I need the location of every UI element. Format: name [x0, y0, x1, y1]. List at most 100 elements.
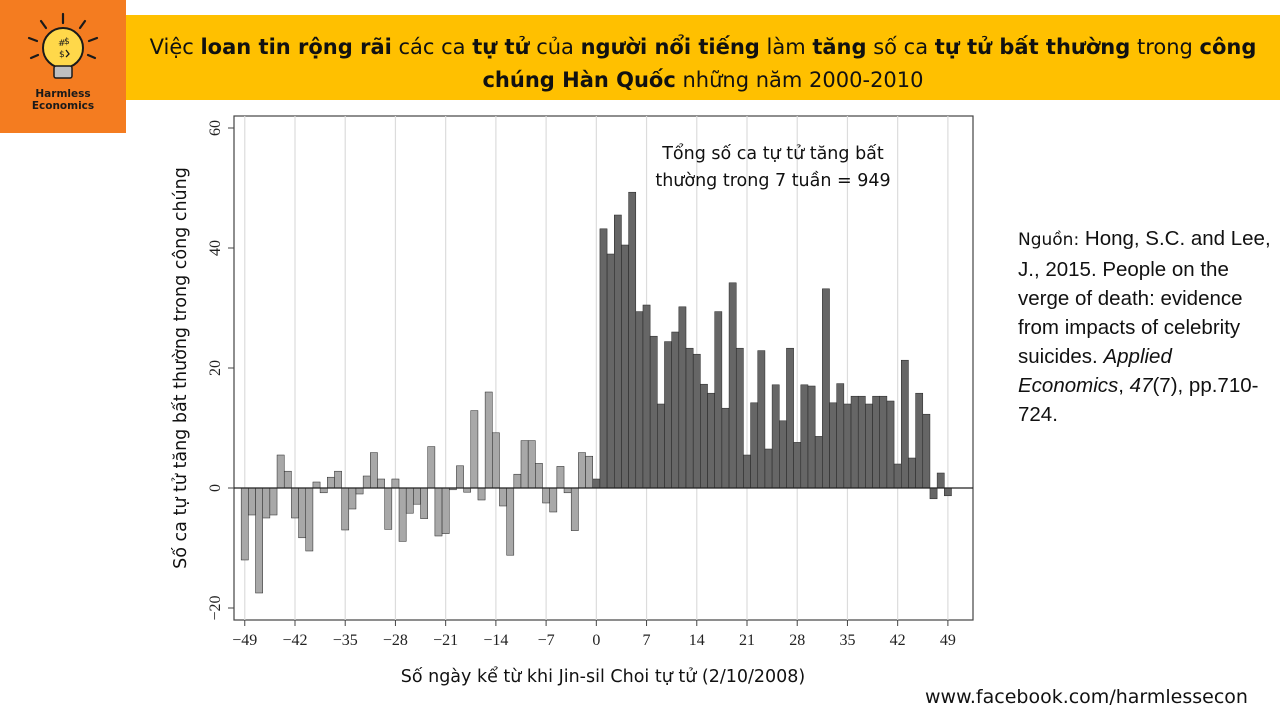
bar [771, 384, 780, 489]
bar [822, 288, 830, 489]
bar [757, 350, 766, 489]
bar [370, 452, 378, 489]
page-title: Việc loan tin rộng rãi các ca tự tử của … [126, 31, 1280, 97]
x-tick-label: 7 [643, 632, 651, 649]
bar [886, 400, 895, 489]
bar [685, 347, 694, 489]
bar [484, 391, 493, 489]
x-tick-label: −14 [483, 632, 508, 649]
bar [850, 395, 859, 489]
title-segment: người nổi tiếng [580, 35, 760, 59]
bar [391, 478, 400, 489]
bar [427, 446, 436, 489]
bar [879, 395, 888, 489]
bar [728, 282, 737, 489]
bar [614, 214, 622, 489]
bar [570, 487, 579, 531]
x-tick-label: −21 [433, 632, 458, 649]
bar [506, 487, 515, 556]
bar [735, 347, 744, 489]
bar [657, 403, 665, 489]
footer-url: www.facebook.com/harmlessecon [925, 686, 1248, 708]
bar [405, 487, 414, 514]
title-segment: những năm 2000-2010 [675, 68, 924, 92]
title-segment: tự tử [472, 35, 530, 59]
bar [441, 487, 450, 534]
bar [563, 487, 572, 494]
title-segment: các ca [391, 35, 473, 59]
bar [707, 392, 715, 489]
logo-text: Harmless Economics [0, 88, 126, 112]
bar [520, 440, 529, 489]
source-rest: (7), pp.710-724. [1018, 374, 1259, 426]
x-tick-label: 14 [689, 632, 705, 649]
bar [779, 420, 787, 489]
bar [814, 436, 823, 489]
title-segment: loan tin rộng rãi [200, 35, 392, 59]
bar [319, 487, 328, 494]
logo-line1: Harmless [35, 88, 91, 100]
bar [800, 384, 809, 489]
x-tick-label: −49 [232, 632, 257, 649]
bar [398, 487, 407, 542]
bar [692, 353, 701, 489]
bar [492, 432, 500, 489]
bar [542, 487, 550, 504]
source-comma: , [1118, 374, 1130, 397]
bar [843, 403, 852, 489]
bar [635, 311, 644, 489]
bar [413, 487, 421, 505]
bar [908, 457, 916, 489]
bar [750, 402, 759, 489]
bar [836, 383, 845, 489]
bar [592, 478, 601, 489]
x-tick-label: −35 [333, 632, 358, 649]
bar [807, 385, 816, 489]
bar [477, 487, 486, 501]
bar [334, 470, 342, 489]
bar [549, 487, 558, 513]
bar [240, 487, 249, 561]
title-segment: tăng [812, 35, 867, 59]
bar [298, 487, 306, 539]
bar [513, 473, 522, 489]
bar [764, 448, 773, 489]
bar [578, 452, 586, 489]
bar [929, 487, 938, 500]
bar [922, 413, 931, 489]
x-tick-label: 28 [789, 632, 805, 649]
bar [470, 410, 479, 489]
title-segment: số ca [866, 35, 935, 59]
source-text: Hong, S.C. and Lee, J., 2015. People on … [1018, 227, 1271, 368]
title-segment: trong [1130, 35, 1200, 59]
bar [793, 442, 802, 489]
bar [377, 478, 385, 489]
title-segment: của [529, 35, 581, 59]
bar [327, 476, 335, 489]
bar [269, 487, 278, 516]
bar [599, 228, 608, 489]
bar [262, 487, 271, 519]
title-banner: Việc loan tin rộng rãi các ca tự tử của … [126, 15, 1280, 100]
bar [312, 481, 321, 489]
bar [283, 470, 292, 489]
bar [255, 487, 263, 594]
bar [936, 472, 945, 489]
x-tick-label: 35 [839, 632, 855, 649]
bar [355, 487, 364, 495]
bar [700, 383, 708, 489]
title-segment: công chúng Hàn Quốc [482, 35, 1257, 92]
bar [628, 191, 637, 489]
y-tick-label: 60 [207, 120, 224, 136]
bar [671, 331, 680, 489]
bar [621, 244, 629, 489]
bar [305, 487, 314, 552]
bar [944, 487, 952, 497]
title-segment: tự tử bất thường [934, 35, 1131, 59]
chart-annotation: Tổng số ca tự tử tăng bất [661, 143, 884, 164]
logo-line2: Economics [31, 100, 95, 112]
bar [743, 454, 751, 489]
bar [434, 487, 443, 537]
bar [664, 341, 672, 489]
